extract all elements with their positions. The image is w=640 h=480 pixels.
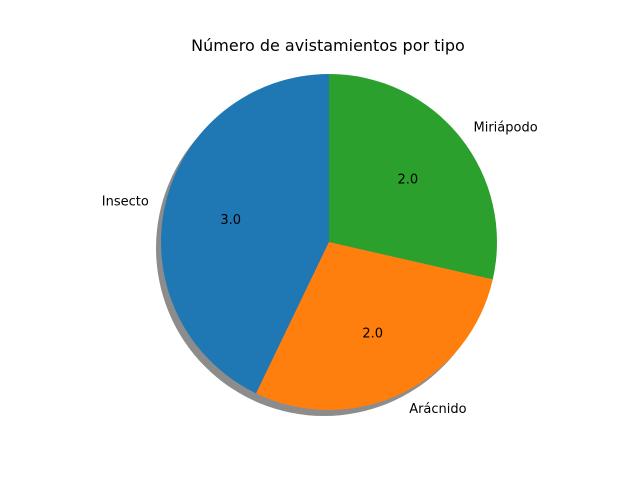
pie-slices — [161, 74, 498, 410]
slice-label-miriapodo: Miriápodo — [474, 120, 538, 135]
pie-slice-miriapodo — [329, 74, 498, 280]
slice-value-miriapodo: 2.0 — [397, 173, 418, 188]
pie-slice-insecto — [161, 74, 329, 394]
pie-labels: Insecto 3.0 Arácnido 2.0 Miriápodo 2.0 — [102, 120, 538, 417]
slice-value-aracnido: 2.0 — [362, 326, 383, 341]
chart-title: Número de avistamientos por tipo — [191, 36, 465, 55]
slice-label-aracnido: Arácnido — [409, 402, 466, 417]
slice-label-insecto: Insecto — [102, 194, 149, 209]
slice-value-insecto: 3.0 — [220, 213, 241, 228]
pie-slice-aracnido — [256, 242, 493, 410]
